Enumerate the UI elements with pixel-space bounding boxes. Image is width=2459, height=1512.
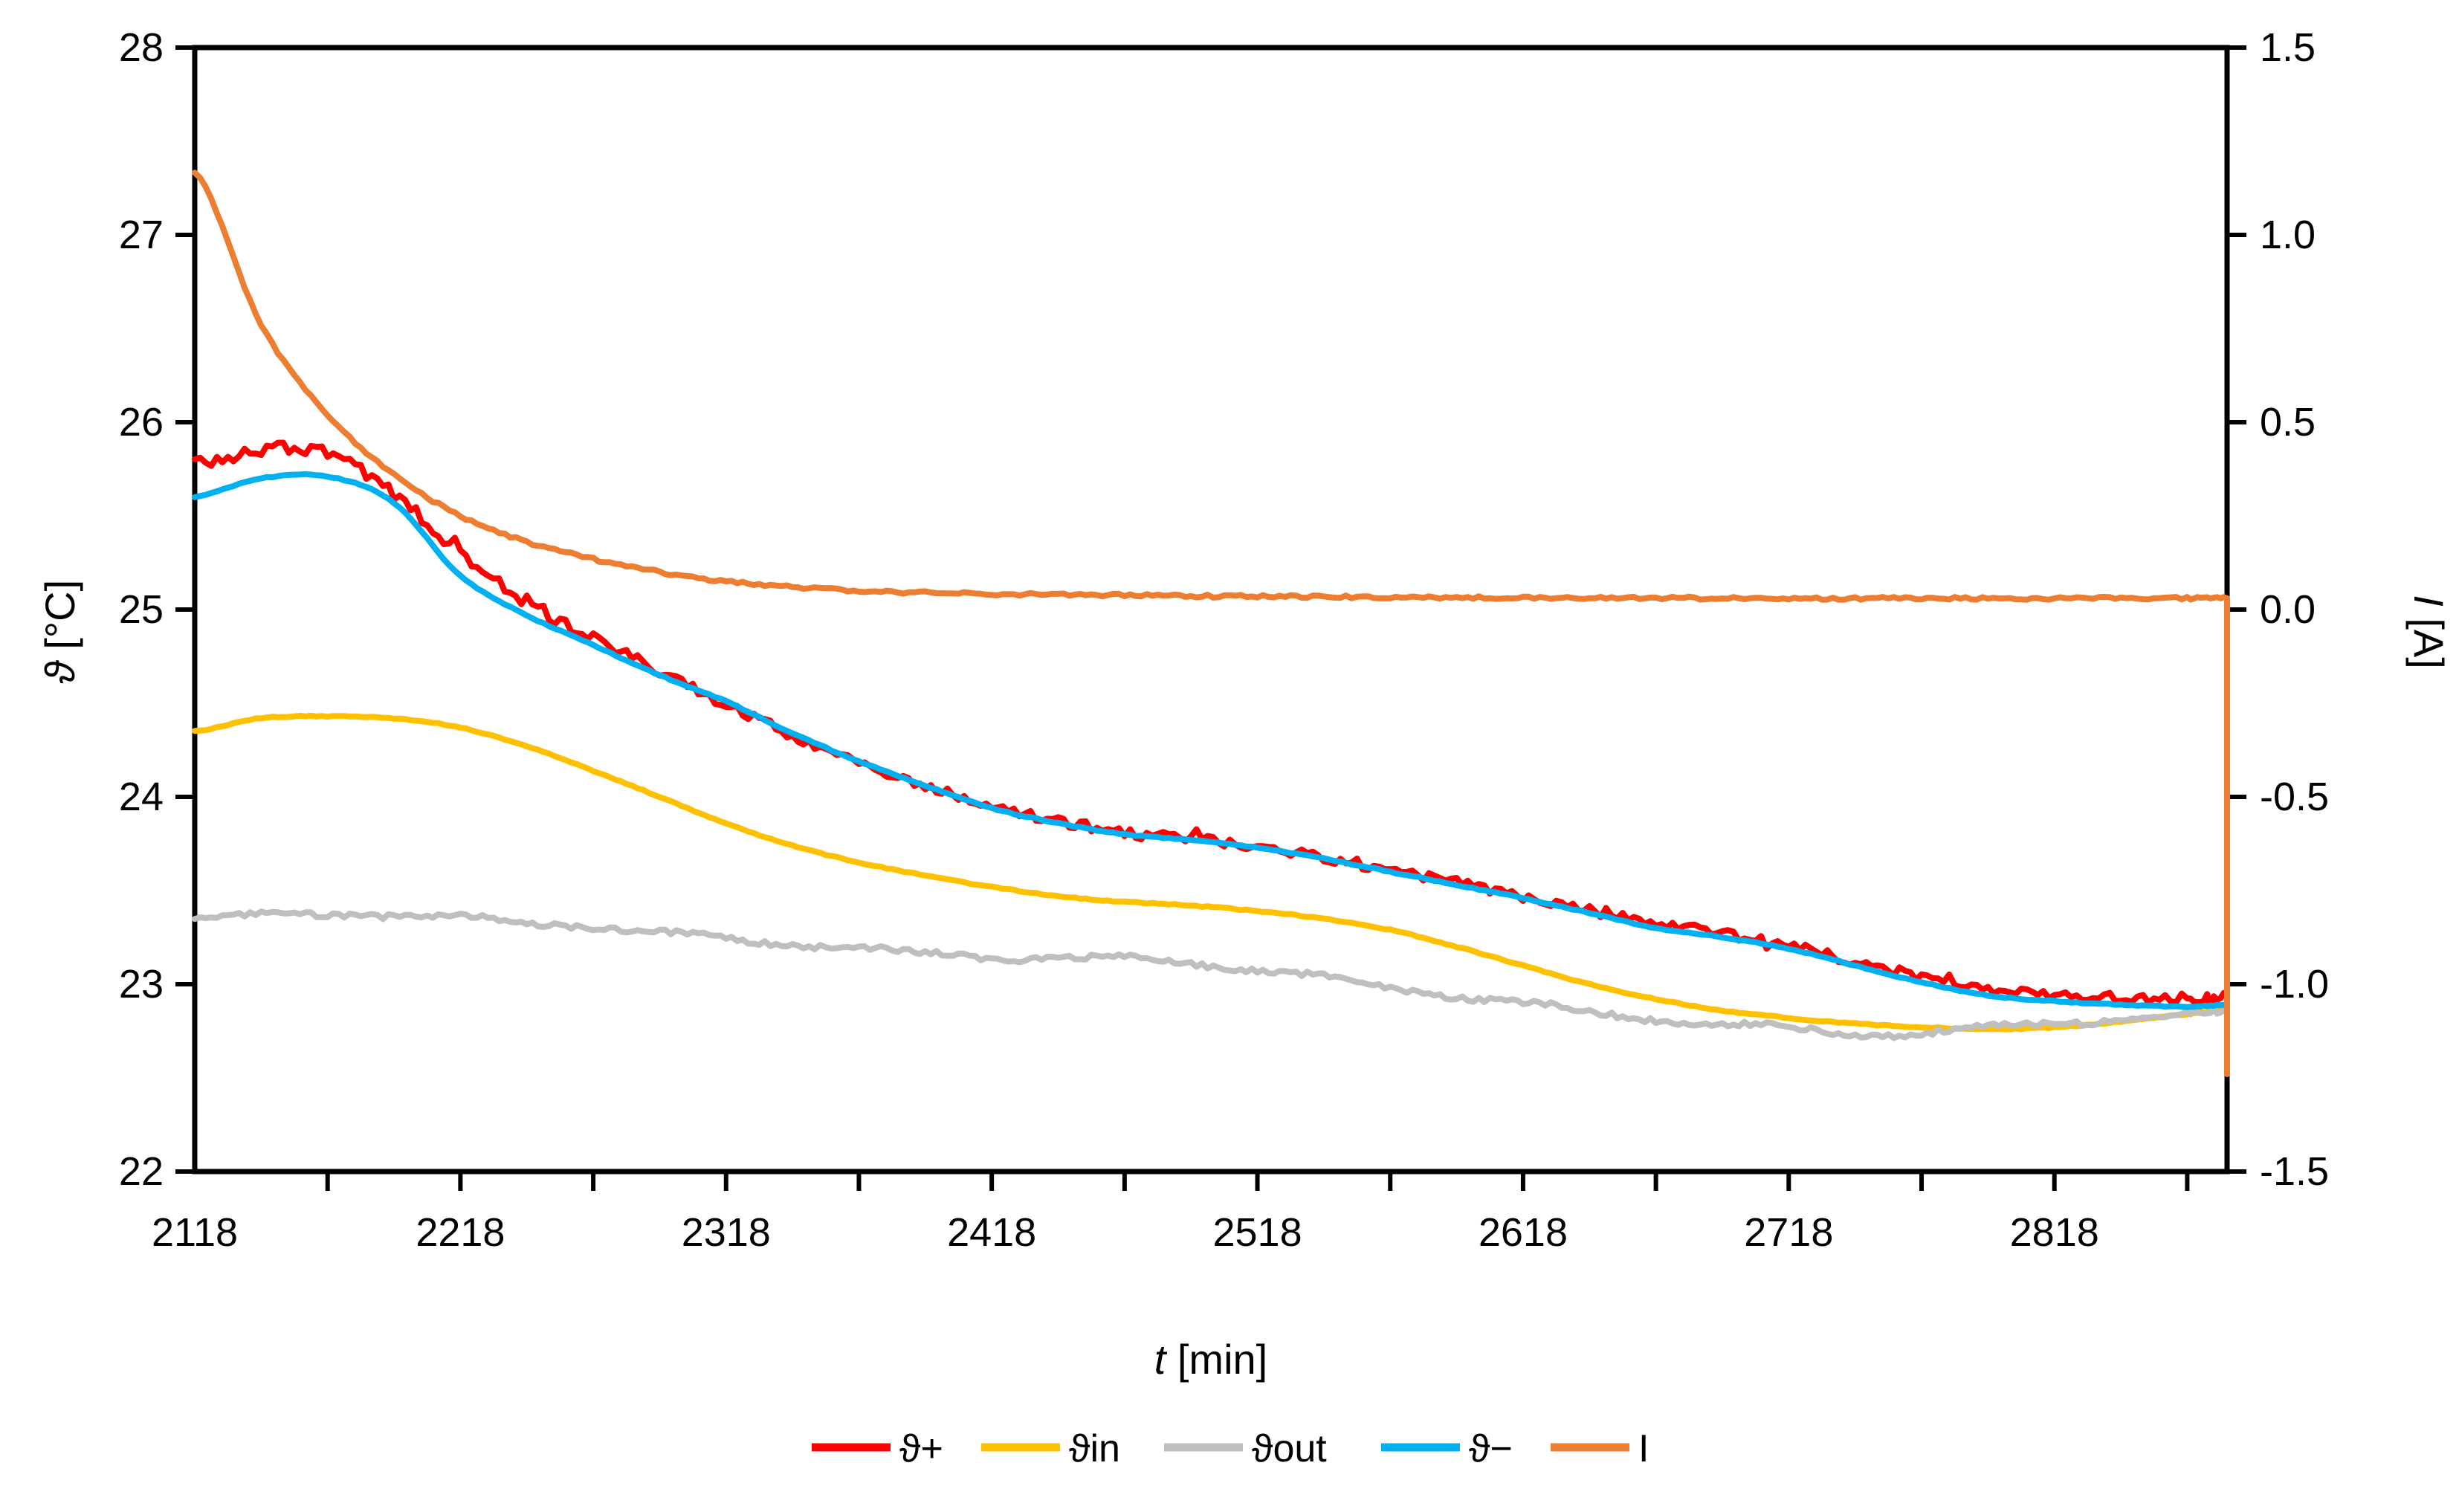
y-left-tick-label: 22 [119,1149,164,1194]
legend-label: ϑout [1252,1427,1327,1470]
y-left-axis-title: ϑ [°C] [36,580,83,684]
x-tick-label: 2718 [1744,1210,1833,1255]
y-right-tick-label: 0.0 [2260,587,2316,632]
y-right-tick-label: -1.5 [2260,1149,2329,1194]
y-right-tick-label: 0.5 [2260,400,2316,445]
x-axis: 2118 2218 2318 2418 2518 2618 2718 2818 [152,1172,2190,1255]
legend-label: ϑ+ [899,1427,943,1470]
y-left-tick-label: 24 [119,775,164,819]
legend-label: I [1638,1427,1649,1470]
y-left-tick-label: 26 [119,400,164,445]
y-right-tick-label: 1.0 [2260,213,2316,257]
legend-label: ϑin [1069,1427,1120,1470]
x-axis-title: t [min] [1154,1336,1267,1383]
y-right-tick-label: -1.0 [2260,962,2329,1007]
y-axis-right: 1.5 1.0 0.5 0.0 -0.5 -1.0 -1.5 [2227,25,2329,1194]
series-line-theta-minus [192,471,2230,1010]
series-line-theta-plus [192,439,2230,1011]
x-tick-label: 2818 [2010,1210,2099,1255]
legend: ϑ+ ϑin ϑout ϑ− I [812,1427,1649,1470]
series-line-theta-out [192,908,2230,1041]
x-tick-label: 2318 [682,1210,771,1255]
series-line-current [192,169,2230,1077]
x-tick-label: 2118 [152,1210,238,1255]
x-tick-label: 2218 [416,1210,505,1255]
x-tick-label: 2418 [947,1210,1036,1255]
y-right-tick-label: 1.5 [2260,25,2316,70]
y-right-axis-title: I [A] [2405,595,2452,669]
y-left-tick-label: 28 [119,25,164,70]
y-left-tick-label: 27 [119,213,164,257]
y-right-tick-label: -0.5 [2260,775,2329,819]
x-tick-label: 2618 [1479,1210,1568,1255]
x-tick-label: 2518 [1212,1210,1302,1255]
legend-label: ϑ− [1469,1427,1513,1470]
y-axis-left: 28 27 26 25 24 23 22 [119,25,195,1194]
y-left-tick-label: 25 [119,587,164,632]
y-left-tick-label: 23 [119,962,164,1007]
series-line-theta-in [192,712,2230,1033]
